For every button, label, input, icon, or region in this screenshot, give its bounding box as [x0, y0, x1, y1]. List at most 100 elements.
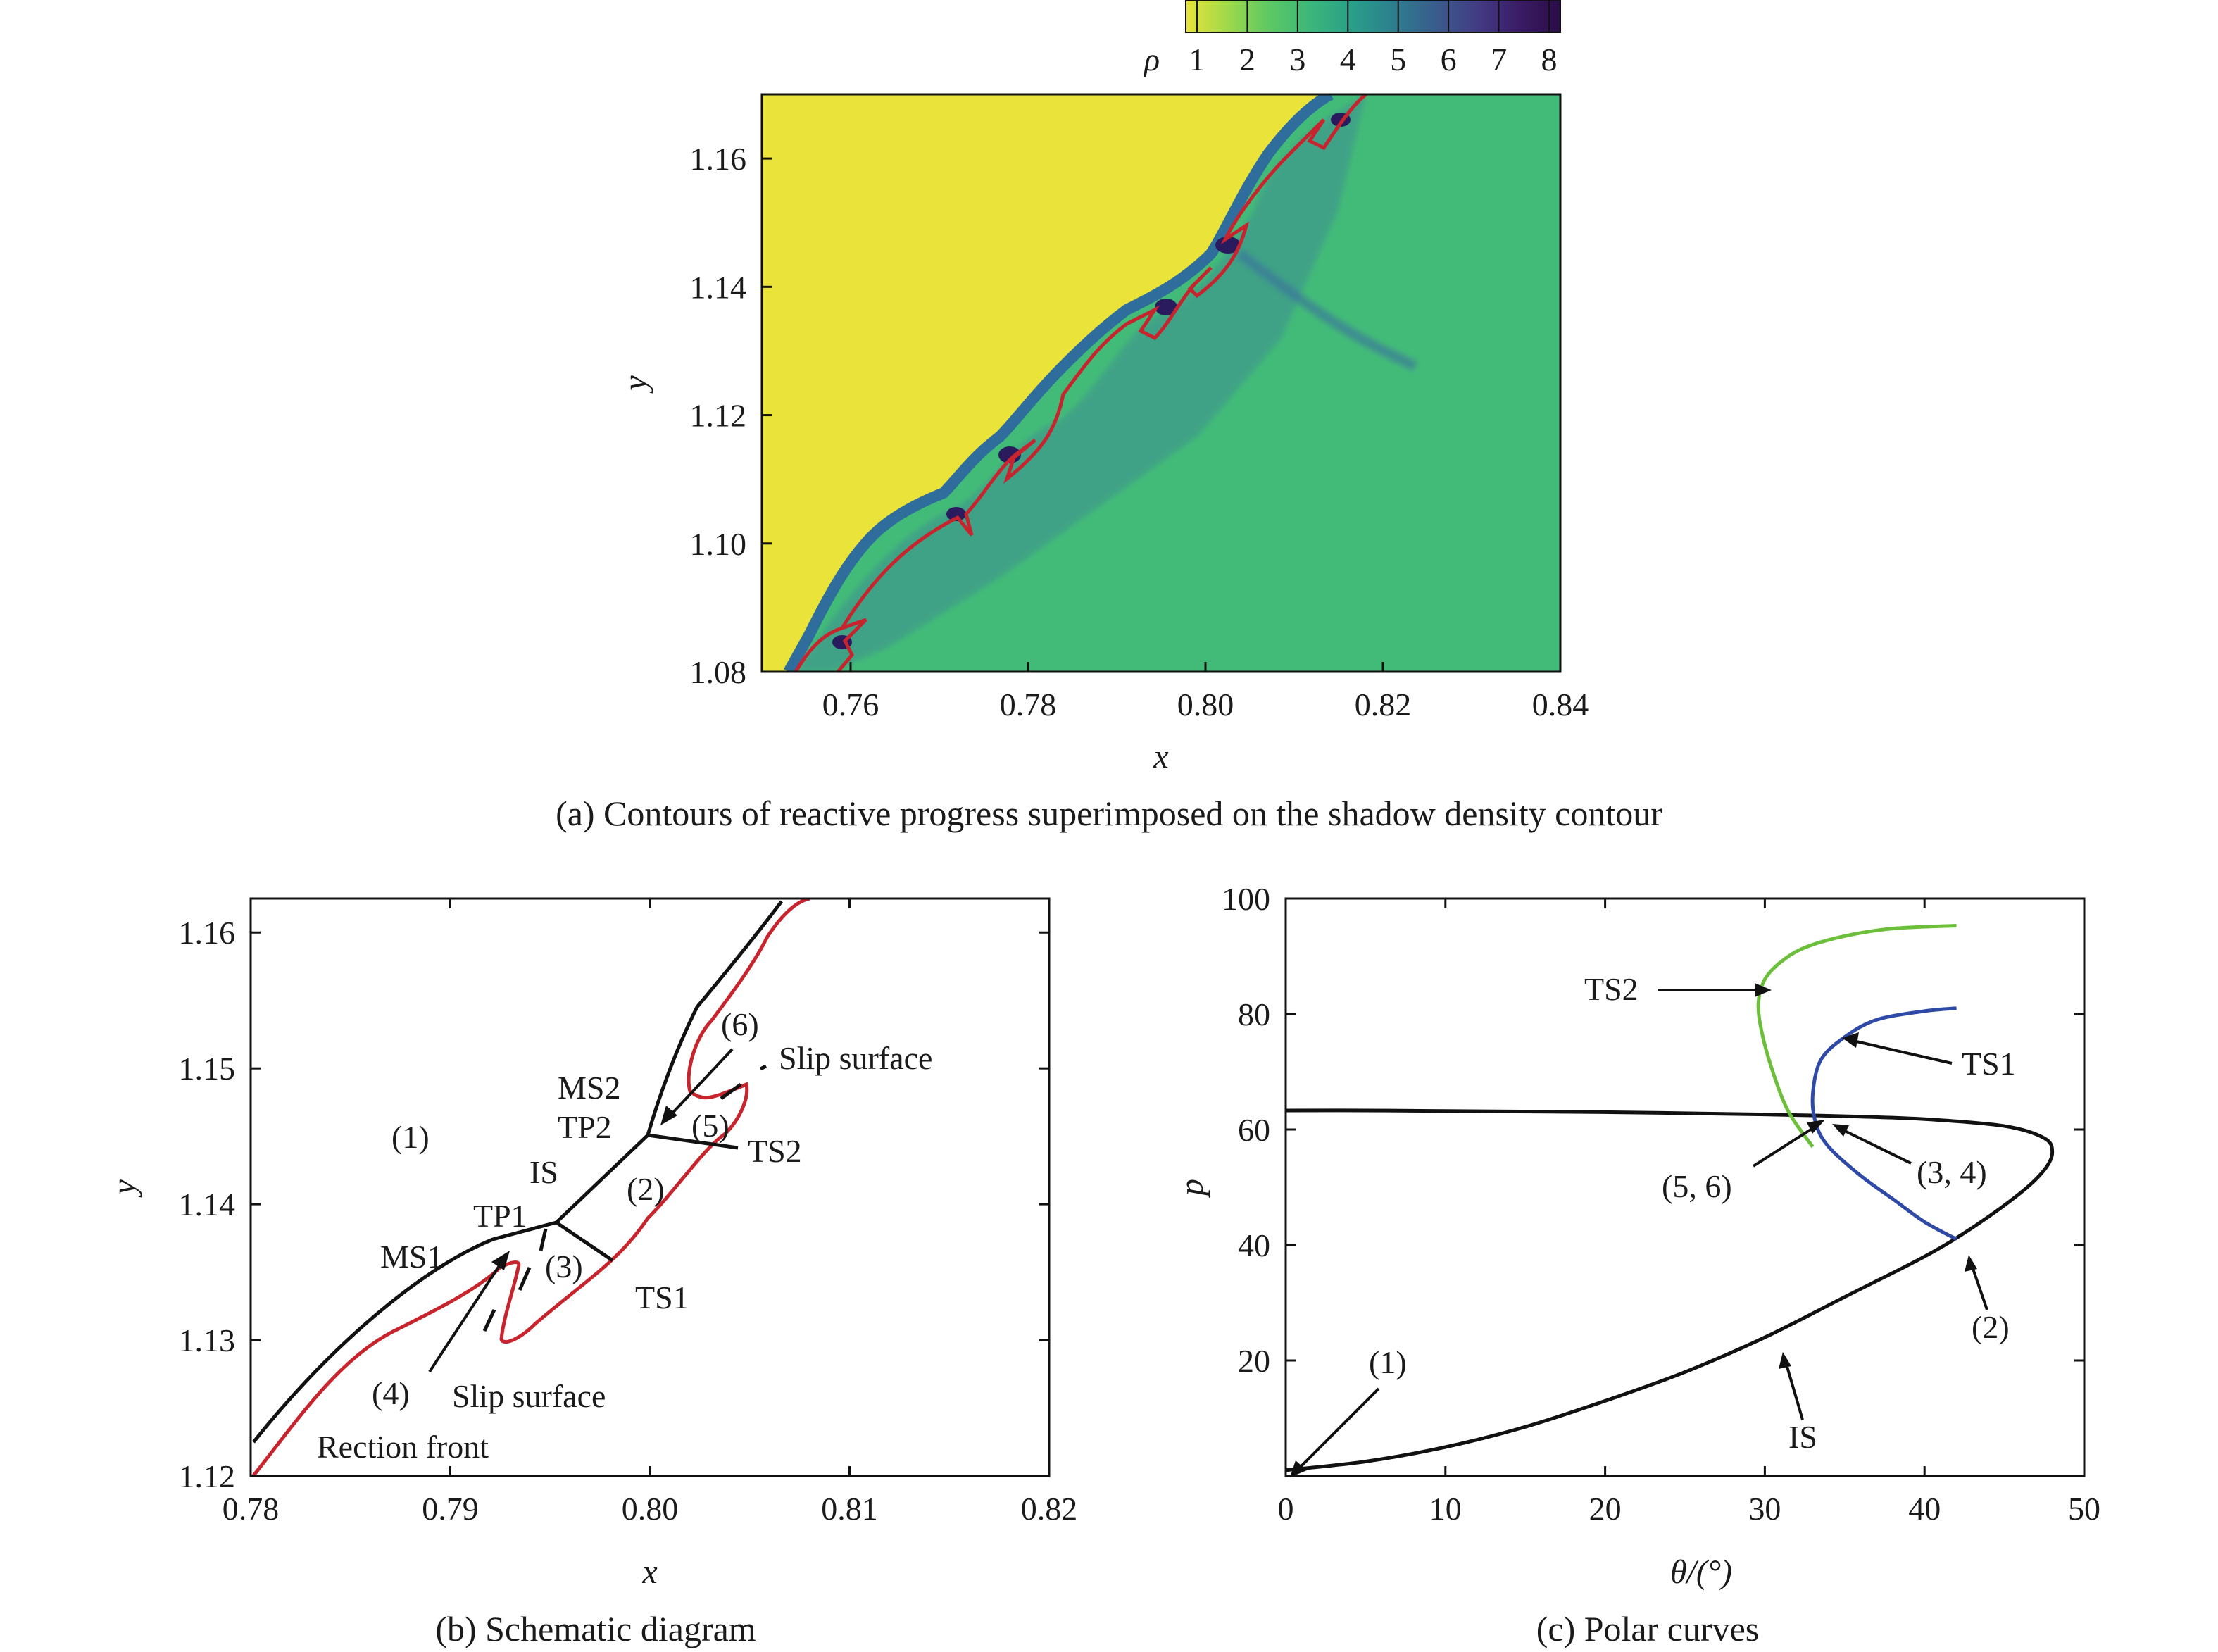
panel-a-ytick-label: 1.12	[690, 398, 747, 434]
panel-b-ytick-label: 1.15	[179, 1051, 236, 1087]
reaction-front	[251, 899, 810, 1476]
density-contour	[762, 94, 1560, 672]
panel-c-ytick-label: 60	[1238, 1112, 1270, 1148]
panel-c-annotations: TS2 TS1 (5, 6) (3, 4) (1) (2) IS	[1290, 971, 2016, 1477]
slip-line-2a	[720, 1082, 742, 1101]
panel-c-frame	[1284, 897, 2086, 1477]
p56-arrow-head	[1807, 1120, 1825, 1134]
polar-curve-is	[1286, 1108, 2055, 1472]
panel-a-ytick-label: 1.08	[690, 654, 747, 690]
ts2-arrow-head	[1755, 983, 1772, 997]
tp2-label: TP2	[558, 1109, 612, 1145]
tp1-label: TP1	[473, 1198, 527, 1234]
panel-a-ylabel: y	[617, 375, 654, 394]
panel-a-caption: (a) Contours of reactive progress superi…	[556, 794, 1662, 833]
ms1-label: MS1	[380, 1239, 443, 1275]
panel-a-xtick-label: 0.80	[1177, 687, 1234, 722]
panel-a-xtick-label: 0.82	[1355, 687, 1412, 722]
region-5-label: (5)	[691, 1108, 729, 1144]
panel-c-ylabel: p	[1173, 1179, 1210, 1198]
ms2-label: MS2	[558, 1070, 620, 1106]
panel-c-xtick-label: 20	[1589, 1491, 1622, 1527]
colorbar-tick-label: 3	[1289, 42, 1305, 77]
panel-b-xtick-label: 0.78	[223, 1491, 280, 1527]
p2-arrow	[1970, 1264, 1988, 1310]
panel-b-xtick-label: 0.81	[821, 1491, 878, 1527]
reaction-front-contour	[794, 94, 1367, 672]
panel-b-ytick-label: 1.12	[179, 1458, 236, 1494]
slip-line-1b	[482, 1308, 496, 1332]
panel-a-frame	[760, 93, 1562, 673]
panel-c-xtick-label: 10	[1429, 1491, 1462, 1527]
panel-c-xlabel: θ/(°)	[1670, 1553, 1732, 1591]
panel-b-ytick-label: 1.16	[179, 915, 236, 951]
triple-point	[946, 507, 966, 521]
triple-point	[998, 446, 1021, 463]
panel-b-ytick-label: 1.13	[179, 1322, 236, 1358]
slip-line-3	[539, 1228, 548, 1251]
ts1-label: TS1	[635, 1279, 689, 1315]
colorbar-tick-label: 5	[1390, 42, 1406, 77]
panel-b-annotations: (1) (2) (3) (4) (5) (6) MS1 MS2 TP1 TP2 …	[317, 1006, 932, 1465]
arrow-6-head	[660, 1106, 677, 1125]
region-3-label: (3)	[545, 1249, 583, 1284]
colorbar-label: ρ	[1143, 42, 1160, 77]
region-2-label: (2)	[627, 1171, 665, 1207]
arrow-6	[668, 1048, 734, 1118]
colorbar-tick-label: 1	[1189, 42, 1205, 77]
p34-arrow	[1841, 1128, 1912, 1165]
region-1-label: (1)	[391, 1119, 430, 1155]
panel-a-ytick-label: 1.10	[690, 526, 747, 562]
panel-a-ytick-label: 1.14	[690, 269, 747, 305]
panel-b-ytick-label: 1.14	[179, 1187, 236, 1222]
panel-a: 0.76 0.78 0.80 0.82 0.84 1.08 1.10 1.12 1.14 1.16…	[556, 93, 1662, 833]
transverse-shock-ts1	[555, 1220, 614, 1263]
slip-surface-label-lower: Slip surface	[452, 1378, 606, 1414]
panel-a-xlabel: x	[1153, 738, 1168, 775]
ts1-polar-label: TS1	[1962, 1046, 2016, 1082]
is-arrow	[1784, 1361, 1804, 1420]
triple-point	[1215, 237, 1241, 254]
slip-line-2b	[759, 1064, 767, 1071]
p1-label: (1)	[1369, 1344, 1407, 1380]
p1-arrow-head	[1290, 1460, 1307, 1477]
panel-c-ytick-label: 100	[1222, 881, 1270, 917]
oblique-wake	[1236, 249, 1417, 371]
panel-c: 0 10 20 30 40 50 20 40 60 80 100 TS2 TS1 (5, 6) (3…	[1173, 881, 2100, 1648]
panel-b-caption: (b) Schematic diagram	[435, 1609, 756, 1648]
panel-c-xtick-label: 30	[1748, 1491, 1781, 1527]
ts2-polar-label: TS2	[1584, 971, 1639, 1007]
reaction-front-label: Rection front	[317, 1429, 489, 1465]
p2-arrow-head	[1965, 1255, 1977, 1272]
colorbar-tick-label: 2	[1239, 42, 1255, 77]
panel-b-ylabel: y	[106, 1179, 143, 1199]
colorbar-tick-label: 7	[1491, 42, 1507, 77]
main-shock	[252, 900, 783, 1444]
arrow-4	[428, 1259, 504, 1373]
panel-c-ticks: 0 10 20 30 40 50 20 40 60 80 100	[1222, 881, 2100, 1527]
panel-b-xlabel: x	[641, 1553, 657, 1591]
region-6-label: (6)	[721, 1006, 759, 1042]
colorbar-tick-label: 4	[1340, 42, 1356, 77]
slip-line-1a	[518, 1266, 532, 1291]
shock-front-edge	[784, 94, 1334, 672]
triple-point	[1155, 299, 1177, 315]
slip-surface-label-upper: Slip surface	[779, 1040, 932, 1076]
p56-label: (5, 6)	[1662, 1168, 1732, 1204]
is-label: IS	[530, 1154, 558, 1190]
polar-curve-ts2	[1756, 924, 1957, 1149]
ts1-arrow	[1853, 1039, 1953, 1065]
p2-label: (2)	[1972, 1309, 2010, 1345]
is-polar-label: IS	[1788, 1419, 1817, 1455]
panel-a-xtick-label: 0.84	[1532, 687, 1589, 722]
arrow-4-head	[491, 1251, 510, 1270]
panel-b-ticks: 0.78 0.79 0.80 0.81 0.82 1.12 1.13 1.14 1.15 1.16	[179, 899, 1078, 1527]
panel-a-xtick-label: 0.76	[822, 687, 879, 722]
panel-a-ticks: 0.76 0.78 0.80 0.82 0.84 1.08 1.10 1.12 1.14 1.16	[690, 141, 1589, 722]
panel-b-xtick-label: 0.82	[1021, 1491, 1078, 1527]
panel-c-xtick-label: 0	[1278, 1491, 1294, 1527]
polar-curve-ts1	[1810, 1006, 1957, 1241]
panel-c-xtick-label: 50	[2068, 1491, 2100, 1527]
